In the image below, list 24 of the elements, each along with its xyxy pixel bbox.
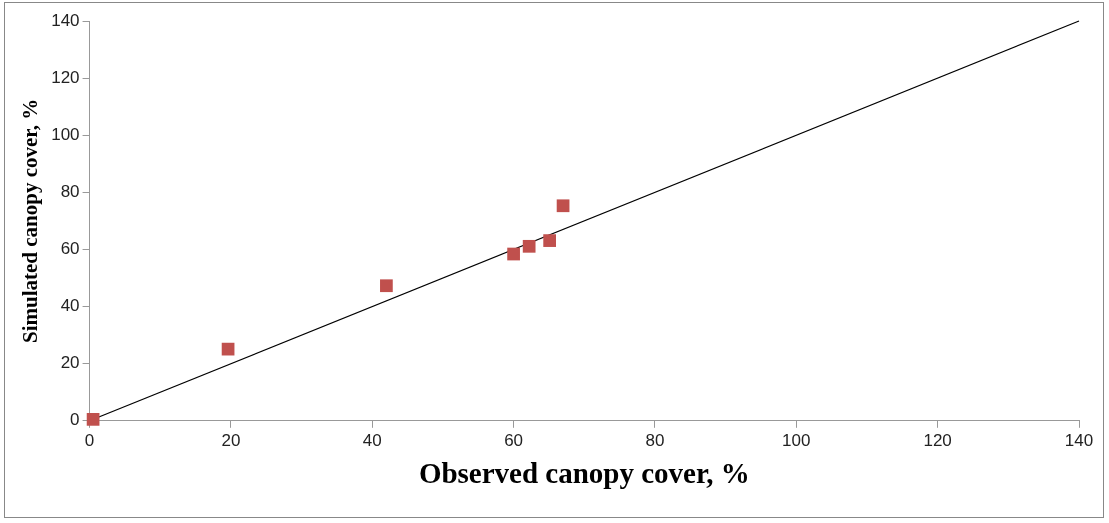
y-tick-label: 100 [51,124,80,144]
y-tick-label: 60 [60,239,80,259]
point [556,199,570,213]
x-tick-label: 140 [1064,430,1094,450]
point [543,234,557,247]
x-tick-label: 100 [782,430,811,450]
y-tick-label: 120 [51,67,80,87]
x-tick-label: 20 [221,430,241,450]
point [522,239,536,253]
x-tick-label: 0 [84,430,95,450]
y-tick-label: 40 [60,296,80,316]
point [86,413,100,426]
x-tick-label: 40 [362,430,382,450]
x-tick-label: 60 [504,430,524,450]
point [507,247,520,261]
y-axis-title: Simulated canopy cover, % [18,98,43,344]
point [380,279,393,293]
x-tick-label: 80 [645,430,665,450]
y-tick-label: 140 [51,10,80,30]
y-tick-label: 0 [70,410,80,430]
x-tick-label: 120 [923,430,952,450]
x-axis-title: Observed canopy cover, % [418,457,750,490]
y-tick-label: 20 [60,353,80,373]
y-tick-label: 80 [60,182,80,202]
